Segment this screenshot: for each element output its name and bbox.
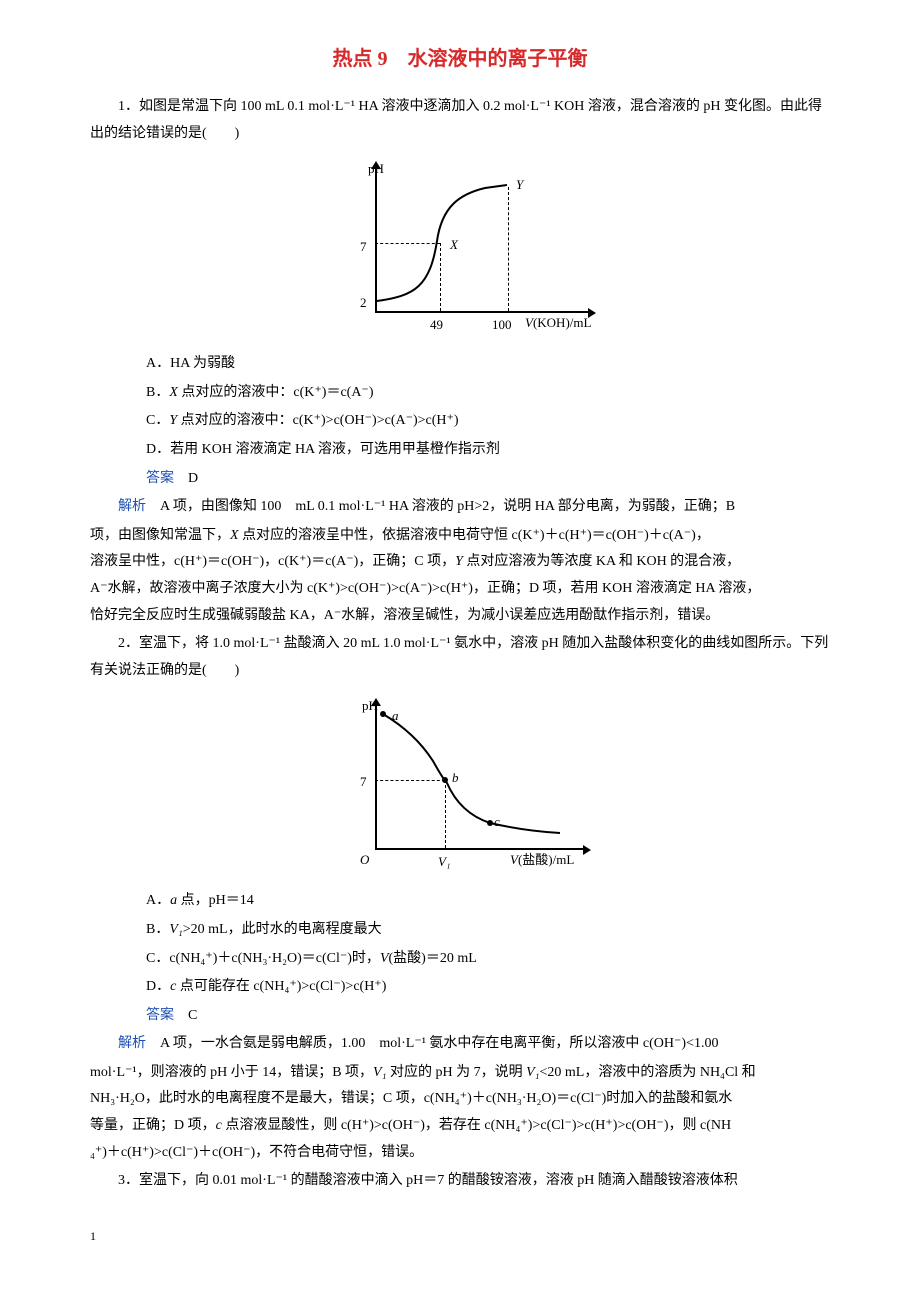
q2-options: A．a 点，pH＝14 B．V₁>20 mL，此时水的电离程度最大 C．c(NH… xyxy=(90,888,830,1029)
q2-option-C: C．c(NH₄⁺)＋c(NH₃·H₂O)＝c(Cl⁻)时，V(盐酸)＝20 mL xyxy=(90,946,830,973)
chart2-b-label: b xyxy=(452,766,459,791)
q1-option-B: B．X 点对应的溶液中：c(K⁺)＝c(A⁻) xyxy=(90,380,830,407)
chart2-curve xyxy=(375,703,575,853)
q2-option-B: B．V₁>20 mL，此时水的电离程度最大 xyxy=(90,917,830,944)
chart2-O-label: O xyxy=(360,848,369,873)
chart2-tick-V1: V₁ xyxy=(438,850,450,875)
q1-option-A: A．HA 为弱酸 xyxy=(90,351,830,378)
q1-option-D: D．若用 KOH 溶液滴定 HA 溶液，可选用甲基橙作指示剂 xyxy=(90,437,830,464)
chart2-y-label: pH xyxy=(362,694,378,719)
q2-explain-5: ₄⁺)＋c(H⁺)>c(Cl⁻)＋c(OH⁻)，不符合电荷守恒，错误。 xyxy=(90,1140,830,1167)
q1-explain-3: 溶液呈中性，c(H⁺)＝c(OH⁻)，c(K⁺)＝c(A⁻)，正确；C 项，Y … xyxy=(90,549,830,576)
chart2-a-label: a xyxy=(392,704,399,729)
q1-explain-1: 解析 A 项，由图像知 100 mL 0.1 mol·L⁻¹ HA 溶液的 pH… xyxy=(90,494,830,521)
q2-explain-3: NH₃·H₂O，此时水的电离程度不是最大，错误；C 项，c(NH₄⁺)＋c(NH… xyxy=(90,1086,830,1113)
chart1-tick-7: 7 xyxy=(360,235,367,260)
chart1-x-label: V(KOH)/mL xyxy=(525,311,591,336)
chart1-container: pH Y X 7 2 49 100 V(KOH)/mL xyxy=(90,161,830,341)
q1-options: A．HA 为弱酸 B．X 点对应的溶液中：c(K⁺)＝c(A⁻) C．Y 点对应… xyxy=(90,351,830,492)
chart1-y-label: pH xyxy=(368,157,384,182)
q2-answer: 答案 C xyxy=(90,1003,830,1030)
q2-explain-2: mol·L⁻¹，则溶液的 pH 小于 14，错误；B 项，V₁ 对应的 pH 为… xyxy=(90,1060,830,1087)
q2-stem: 2．室温下，将 1.0 mol·L⁻¹ 盐酸滴入 20 mL 1.0 mol·L… xyxy=(90,631,830,684)
page-title: 热点 9 水溶液中的离子平衡 xyxy=(90,40,830,78)
chart1-curve xyxy=(375,166,555,316)
chart2-tick-7: 7 xyxy=(360,770,367,795)
chart2-x-label: V(盐酸)/mL xyxy=(510,848,574,873)
q2-explain-4: 等量，正确；D 项，c 点溶液显酸性，则 c(H⁺)>c(OH⁻)，若存在 c(… xyxy=(90,1113,830,1140)
chart2-container: pH a b c 7 O V₁ V(盐酸)/mL xyxy=(90,698,830,878)
page-number: 1 xyxy=(90,1225,830,1248)
q2-option-D: D．c 点可能存在 c(NH₄⁺)>c(Cl⁻)>c(H⁺) xyxy=(90,974,830,1001)
q2-explain-1: 解析 A 项，一水合氨是弱电解质，1.00 mol·L⁻¹ 氨水中存在电离平衡，… xyxy=(90,1031,830,1058)
chart1-tick-49: 49 xyxy=(430,313,443,338)
q1-explain-5: 恰好完全反应时生成强碱弱酸盐 KA，A⁻水解，溶液呈碱性，为减小误差应选用酚酞作… xyxy=(90,603,830,630)
q1-explain-2: 项，由图像知常温下，X 点对应的溶液呈中性，依据溶液中电荷守恒 c(K⁺)＋c(… xyxy=(90,523,830,550)
chart1-Y-point-label: Y xyxy=(516,173,523,198)
q3-stem: 3．室温下，向 0.01 mol·L⁻¹ 的醋酸溶液中滴入 pH＝7 的醋酸铵溶… xyxy=(90,1168,830,1195)
q2-option-A: A．a 点，pH＝14 xyxy=(90,888,830,915)
chart2-dot-b xyxy=(442,777,448,783)
q1-stem: 1．如图是常温下向 100 mL 0.1 mol·L⁻¹ HA 溶液中逐滴加入 … xyxy=(90,94,830,147)
chart2-x-arrow xyxy=(583,845,591,855)
chart1-tick-2: 2 xyxy=(360,291,367,316)
chart1-X-point-label: X xyxy=(450,233,458,258)
chart2-dot-a xyxy=(380,711,386,717)
chart1-tick-100: 100 xyxy=(492,313,512,338)
chart2-dot-c xyxy=(487,820,493,826)
chart2-c-label: c xyxy=(494,810,500,835)
q1-explain-4: A⁻水解，故溶液中离子浓度大小为 c(K⁺)>c(OH⁻)>c(A⁻)>c(H⁺… xyxy=(90,576,830,603)
q1-answer: 答案 D xyxy=(90,466,830,493)
q1-option-C: C．Y 点对应的溶液中：c(K⁺)>c(OH⁻)>c(A⁻)>c(H⁺) xyxy=(90,408,830,435)
